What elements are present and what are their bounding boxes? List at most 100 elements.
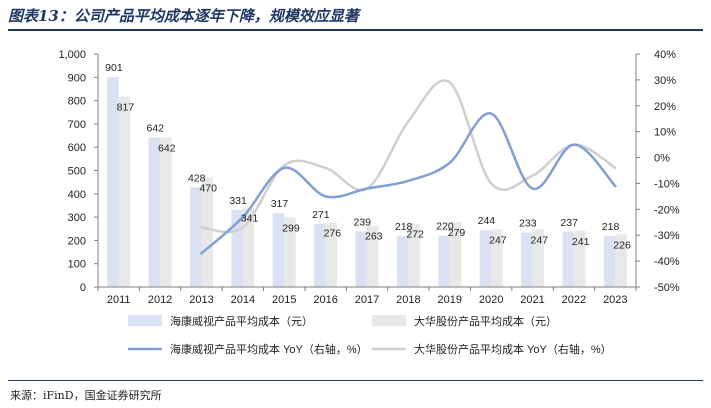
- bar-dahua: [573, 230, 586, 287]
- left-tick-label: 800: [68, 96, 86, 108]
- bar-dahua: [615, 234, 627, 287]
- right-tick-label: -10%: [654, 178, 680, 190]
- x-tick-label: 2014: [231, 294, 255, 306]
- right-tick-label: -50%: [654, 282, 680, 294]
- x-tick-label: 2019: [438, 294, 462, 306]
- data-label-hikvision: 271: [312, 209, 330, 221]
- legend: 海康威视产品平均成本（元） 大华股份产品平均成本（元） 海康威视产品平均成本 YoY…: [128, 314, 612, 356]
- right-tick-label: 30%: [654, 75, 676, 87]
- data-label-dahua: 272: [406, 229, 424, 241]
- left-tick-label: 1,000: [58, 49, 86, 61]
- line-hikvision-yoy: [200, 112, 617, 255]
- x-tick-label: 2012: [148, 294, 172, 306]
- bar-hikvision: [107, 77, 119, 287]
- legend-swatch: [128, 315, 162, 326]
- legend-label: 海康威视产品平均成本（元）: [170, 314, 313, 328]
- title-rule: [8, 29, 703, 31]
- x-tick-label: 2017: [355, 294, 379, 306]
- data-label-hikvision: 244: [478, 215, 496, 227]
- x-tick-label: 2023: [603, 294, 627, 306]
- data-label-hikvision: 428: [188, 172, 206, 184]
- bar-hikvision: [231, 209, 243, 287]
- data-label-dahua: 226: [613, 239, 631, 251]
- bar-hikvision: [396, 236, 409, 287]
- bar-series: [107, 77, 627, 287]
- left-tick-label: 400: [68, 189, 86, 201]
- bar-hikvision: [189, 187, 202, 287]
- data-label-dahua: 341: [241, 213, 259, 225]
- data-label-hikvision: 642: [147, 122, 165, 134]
- data-label-dahua: 263: [365, 231, 383, 243]
- right-tick-label: -40%: [654, 256, 680, 268]
- bar-hikvision: [148, 137, 161, 287]
- data-label-hikvision: 317: [271, 198, 289, 210]
- data-label-hikvision: 220: [436, 221, 454, 233]
- line-series: [200, 79, 617, 255]
- data-label-dahua: 241: [572, 236, 590, 248]
- bar-dahua: [242, 207, 255, 287]
- chart-title: 图表13：公司产品平均成本逐年下降，规模效应显著: [8, 7, 359, 25]
- data-label-dahua: 470: [199, 182, 217, 194]
- data-label-hikvision: 218: [395, 221, 413, 233]
- bar-hikvision: [603, 236, 616, 287]
- right-tick-label: 10%: [654, 127, 676, 139]
- left-tick-label: 0: [80, 282, 86, 294]
- right-tick-label: 20%: [654, 101, 676, 113]
- bar-hikvision: [272, 213, 285, 287]
- left-tick-label: 700: [68, 119, 86, 131]
- right-tick-label: -30%: [654, 230, 680, 242]
- bar-hikvision: [314, 223, 326, 287]
- right-tick-label: -20%: [654, 204, 680, 216]
- source-rule: [8, 380, 703, 381]
- data-label-dahua: 642: [158, 142, 176, 154]
- data-label-hikvision: 218: [602, 221, 620, 233]
- left-tick-label: 100: [68, 259, 86, 271]
- right-tick-label: 40%: [654, 49, 676, 61]
- x-tick-label: 2021: [520, 294, 544, 306]
- right-axis: -50% -40% -30% -20% -10% 0% 10% 20% 30% 40%: [654, 49, 680, 294]
- x-tick-label: 2018: [396, 294, 420, 306]
- x-tick-label: 2011: [107, 294, 131, 306]
- x-tick-label: 2013: [189, 294, 213, 306]
- x-tick-label: 2016: [313, 294, 337, 306]
- bar-hikvision: [438, 235, 450, 287]
- x-axis: 2011 2012 2013 2014 2015 2016 2017 2018 2019 2020…: [94, 53, 640, 306]
- left-tick-label: 200: [68, 235, 86, 247]
- data-label-dahua: 299: [282, 222, 300, 234]
- legend-label: 大华股份产品平均成本（元）: [414, 314, 557, 328]
- data-label-dahua: 276: [324, 228, 342, 240]
- x-tick-label: 2022: [562, 294, 586, 306]
- bar-hikvision: [479, 230, 492, 287]
- bar-dahua: [284, 217, 296, 287]
- bar-dahua: [325, 222, 338, 287]
- bar-dahua: [201, 177, 213, 287]
- left-tick-label: 500: [68, 166, 86, 178]
- data-label-dahua: 279: [448, 227, 466, 239]
- source-note: 来源：iFinD，国金证券研究所: [10, 389, 162, 402]
- data-label-dahua: 247: [489, 234, 507, 246]
- data-label-hikvision: 239: [353, 216, 371, 228]
- left-tick-label: 300: [68, 212, 86, 224]
- bar-hikvision: [355, 231, 367, 287]
- data-label-hikvision: 901: [105, 62, 123, 74]
- left-tick-label: 600: [68, 142, 86, 154]
- legend-label: 海康威视产品平均成本 YoY（右轴，%）: [170, 342, 368, 356]
- data-label-dahua: 817: [117, 102, 135, 114]
- bar-hikvision: [562, 231, 574, 287]
- bar-dahua: [367, 225, 379, 287]
- x-tick-label: 2020: [479, 294, 503, 306]
- bar-hikvision: [521, 232, 533, 287]
- legend-label: 大华股份产品平均成本 YoY（右轴，%）: [414, 342, 612, 356]
- bar-dahua: [532, 229, 545, 287]
- data-label-hikvision: 233: [519, 218, 537, 230]
- x-tick-label: 2015: [272, 294, 296, 306]
- bar-dahua: [408, 223, 420, 287]
- bar-dahua: [449, 221, 462, 287]
- bar-dahua: [118, 96, 131, 287]
- bar-dahua: [491, 229, 503, 287]
- left-axis: 0 100 200 300 400 500 600 700 800 900 1,000: [58, 49, 86, 294]
- data-label-dahua: 247: [531, 234, 549, 246]
- data-label-hikvision: 237: [560, 217, 578, 229]
